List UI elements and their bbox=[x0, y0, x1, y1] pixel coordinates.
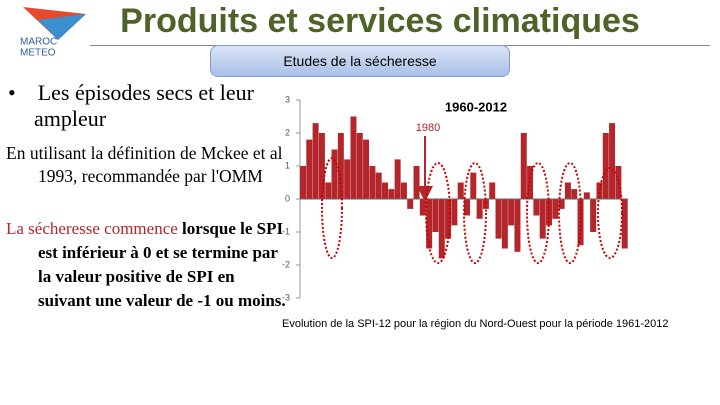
logo: MAROC METEO bbox=[20, 7, 86, 58]
definition: La sécheresse commence lorsque le SPI es… bbox=[6, 217, 288, 313]
bar bbox=[400, 182, 407, 199]
bar bbox=[482, 199, 489, 209]
bar bbox=[363, 139, 370, 199]
highlight bbox=[558, 162, 582, 264]
bar bbox=[382, 182, 388, 199]
highlight bbox=[463, 162, 487, 264]
y-tick-label: -2 bbox=[282, 259, 290, 269]
bar bbox=[318, 133, 325, 199]
y-tick-label: 3 bbox=[285, 94, 290, 104]
definition-text: lorsque le SPI est inférieur à 0 et se t… bbox=[38, 219, 286, 310]
tab: Etudes de la sécheresse bbox=[210, 45, 510, 77]
bar bbox=[590, 199, 597, 232]
logo-text: MAROC bbox=[20, 37, 57, 48]
bar bbox=[621, 199, 628, 249]
chart: 3 2 1 0 -1 -2 -3 1960-2012 1980 bbox=[282, 94, 628, 302]
title: Produits et services climatiques bbox=[120, 2, 640, 40]
bar bbox=[300, 166, 306, 199]
bar bbox=[445, 199, 452, 239]
bar bbox=[356, 133, 363, 199]
bullet-text: Les épisodes secs et leur ampleur bbox=[34, 80, 254, 131]
y-tick-label: -1 bbox=[282, 226, 290, 236]
highlight bbox=[321, 157, 343, 259]
definition-lead: La sécheresse commence bbox=[6, 219, 178, 238]
bar bbox=[426, 199, 433, 249]
y-tick-label: -3 bbox=[282, 292, 290, 302]
bar bbox=[350, 116, 357, 199]
bar bbox=[432, 199, 439, 232]
bar bbox=[476, 199, 483, 219]
bar bbox=[602, 133, 609, 199]
highlight bbox=[425, 162, 451, 264]
bar bbox=[514, 199, 521, 252]
bar bbox=[306, 139, 313, 199]
bar bbox=[369, 166, 376, 199]
bar bbox=[331, 149, 338, 199]
bar bbox=[552, 199, 559, 219]
bar bbox=[470, 172, 477, 199]
bar bbox=[457, 182, 464, 199]
bar bbox=[394, 159, 401, 199]
bar bbox=[501, 199, 508, 249]
bullet: • Les épisodes secs et leur ampleur bbox=[8, 80, 254, 131]
bar bbox=[451, 199, 458, 226]
chart-title: 1960-2012 bbox=[445, 99, 507, 114]
bar bbox=[615, 166, 622, 199]
bar bbox=[375, 172, 382, 199]
bar bbox=[489, 182, 496, 199]
bar bbox=[539, 199, 546, 239]
bar bbox=[344, 159, 351, 199]
bar bbox=[419, 199, 426, 216]
highlight bbox=[526, 162, 550, 264]
bar bbox=[609, 123, 616, 199]
y-tick-label: 2 bbox=[285, 127, 290, 137]
bar bbox=[325, 182, 332, 199]
paragraph: En utilisant la définition de Mckee et a… bbox=[6, 143, 283, 186]
bar bbox=[464, 199, 470, 216]
bar bbox=[438, 199, 445, 259]
annotation: 1980 bbox=[416, 122, 440, 134]
bar bbox=[388, 189, 395, 199]
bar bbox=[596, 182, 603, 199]
bar bbox=[508, 199, 515, 226]
bar bbox=[546, 199, 552, 226]
bar bbox=[312, 123, 319, 199]
bar bbox=[520, 133, 527, 199]
logo-shape bbox=[38, 14, 86, 40]
bar bbox=[495, 199, 502, 239]
caption: Evolution de la SPI-12 pour la région du… bbox=[282, 318, 669, 330]
bar bbox=[564, 182, 571, 199]
y-tick-label: 1 bbox=[285, 160, 290, 170]
highlight bbox=[597, 167, 623, 259]
bar bbox=[558, 199, 565, 209]
bar bbox=[337, 133, 344, 199]
bar bbox=[583, 192, 590, 199]
bar bbox=[571, 189, 578, 199]
bar bbox=[407, 199, 414, 209]
bar bbox=[533, 199, 540, 216]
logo-text: METEO bbox=[20, 48, 56, 58]
bar bbox=[413, 166, 420, 199]
y-tick-label: 0 bbox=[285, 193, 290, 203]
